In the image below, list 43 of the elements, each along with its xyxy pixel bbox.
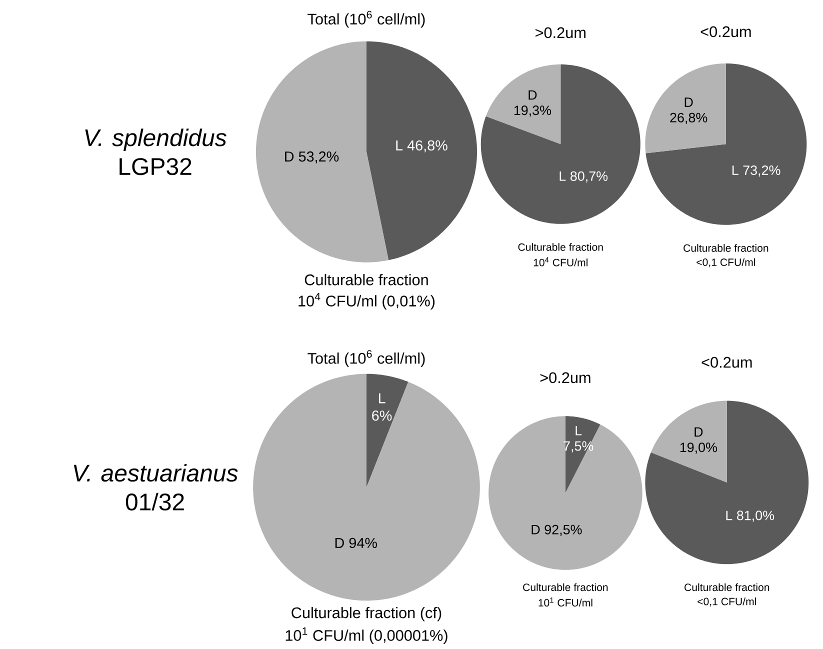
slice-label: L [732,166,738,176]
slice-label: L [396,140,403,151]
text: 10$^{1}$ CFU/ml [538,598,592,607]
text: Culturable fraction [518,243,603,252]
text: V. splendidus LGP32 [85,128,226,176]
slice-label: L [560,172,566,181]
text: 10$^{1}$ CFU/ml (0,00001%) [286,627,448,644]
chart-title: Total (10$^{6}$ cell/ml) [308,350,425,367]
text: 10$^{4}$ CFU/ml [534,257,588,266]
chart-title: >0.2um [540,372,590,384]
data-label: 19,3% [514,106,552,117]
text: <0,1 CFU/ml [696,258,756,268]
data-label: 19,0% [680,442,718,454]
text: Culturable fraction [684,244,768,252]
slice-label: L [378,394,386,404]
chart-title: <0.2um [702,357,752,368]
data-label: 80,7% [570,172,608,183]
slice-label: D [532,525,540,534]
data-label: 53,2% [298,152,339,164]
data-label: 73,2% [743,166,780,177]
data-label: 6% [372,410,392,421]
slice-label: D [684,98,693,108]
slice-label: D [335,538,344,548]
data-label: 94% [349,538,377,548]
text: Culturable fraction (cf) [292,607,442,622]
text: Culturable fraction [304,274,428,286]
data-label: 81,0% [736,510,774,522]
data-label: 46,8% [407,140,448,152]
slice-label: D [285,152,294,162]
data-label: 26,8% [670,113,708,124]
text: <0,1 CFU/ml [698,598,756,607]
text: Culturable fraction [684,583,770,592]
slice-label: L [726,510,732,520]
text: V. aestuarianus 01/32 [74,464,238,511]
data-label: 92,5% [544,524,582,536]
chart-title: >0.2um [536,27,586,38]
text: 10$^{4}$ CFU/ml (0,01%) [298,293,435,310]
text: Culturable fraction [523,583,608,592]
chart-title: <0.2um [700,26,751,38]
chart-title: Total (10$^{6}$ cell/ml) [308,10,425,28]
slice-label: D [694,428,703,437]
slice-label: D [528,90,537,100]
slice-label: L [576,426,582,436]
